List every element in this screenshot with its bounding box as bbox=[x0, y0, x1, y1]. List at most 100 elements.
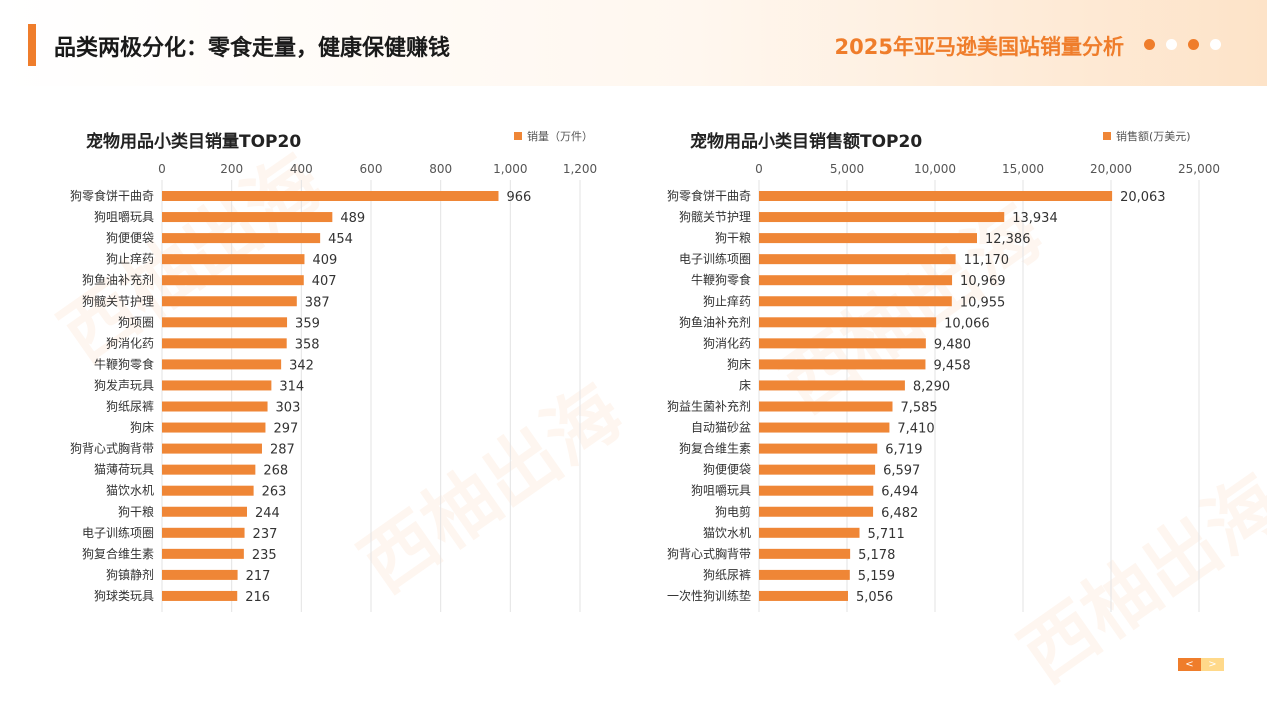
category-label: 狗鱼油补充剂 bbox=[679, 314, 751, 329]
category-label: 狗止痒药 bbox=[703, 293, 751, 308]
tick-label: 20,000 bbox=[1090, 162, 1132, 176]
data-label: 409 bbox=[312, 253, 337, 268]
pager: < > bbox=[1178, 658, 1224, 671]
bar bbox=[162, 275, 304, 286]
bar bbox=[162, 380, 272, 391]
category-label: 狗背心式胸背带 bbox=[667, 546, 751, 561]
tick-label: 25,000 bbox=[1178, 162, 1220, 176]
category-label: 猫饮水机 bbox=[703, 526, 751, 540]
data-label: 244 bbox=[255, 506, 280, 521]
data-label: 9,458 bbox=[933, 358, 970, 373]
category-label: 狗电剪 bbox=[715, 504, 751, 519]
bar bbox=[162, 506, 247, 517]
bar bbox=[162, 527, 245, 538]
data-label: 342 bbox=[289, 358, 314, 373]
category-label: 狗益生菌补充剂 bbox=[667, 399, 751, 414]
bar bbox=[162, 296, 297, 307]
data-label: 263 bbox=[262, 485, 287, 500]
next-page-button[interactable]: > bbox=[1201, 658, 1224, 671]
dot-2 bbox=[1166, 39, 1177, 50]
legend-label: 销售额(万美元) bbox=[1116, 130, 1191, 143]
data-label: 303 bbox=[276, 401, 301, 416]
category-label: 狗咀嚼玩具 bbox=[691, 484, 751, 498]
sales-volume-chart: 0 200 400 600 800 1,000 1,200 狗零食饼干曲奇 966 狗咀嚼玩具 48… bbox=[70, 162, 597, 612]
category-label: 狗便便袋 bbox=[106, 231, 154, 245]
category-label: 狗干粮 bbox=[118, 504, 154, 519]
legend-swatch bbox=[1103, 132, 1111, 140]
dot-4 bbox=[1210, 39, 1221, 50]
chart-title-revenue: 宠物用品小类目销售额TOP20 bbox=[690, 132, 923, 152]
category-label: 狗纸尿裤 bbox=[703, 568, 751, 582]
legend-revenue: 销售额(万美元) bbox=[1103, 128, 1191, 144]
legend-sales-volume: 销量（万件） bbox=[514, 128, 593, 144]
bar bbox=[759, 506, 874, 517]
data-label: 314 bbox=[279, 379, 304, 394]
bar bbox=[759, 401, 893, 412]
bar bbox=[759, 254, 956, 265]
data-label: 237 bbox=[253, 527, 278, 542]
bar bbox=[162, 233, 321, 244]
category-label: 狗零食饼干曲奇 bbox=[667, 188, 751, 203]
data-label: 268 bbox=[263, 464, 288, 479]
data-label: 387 bbox=[305, 295, 330, 310]
data-label: 10,969 bbox=[960, 274, 1006, 289]
bar bbox=[162, 443, 262, 454]
category-label: 狗消化药 bbox=[106, 336, 154, 350]
category-label: 电子训练项圈 bbox=[82, 525, 154, 540]
data-label: 6,597 bbox=[883, 464, 920, 479]
tick-label: 0 bbox=[158, 162, 166, 176]
bar bbox=[162, 464, 256, 475]
category-label: 电子训练项圈 bbox=[679, 251, 751, 266]
prev-page-button[interactable]: < bbox=[1178, 658, 1201, 671]
bar bbox=[162, 212, 333, 223]
category-label: 狗背心式胸背带 bbox=[70, 441, 154, 456]
data-label: 20,063 bbox=[1120, 190, 1166, 205]
data-label: 287 bbox=[270, 443, 295, 458]
data-label: 13,934 bbox=[1012, 211, 1058, 226]
bar bbox=[759, 443, 878, 454]
data-label: 10,955 bbox=[960, 295, 1006, 310]
bar bbox=[162, 569, 238, 580]
bar bbox=[162, 191, 499, 201]
category-label: 狗床 bbox=[130, 421, 154, 435]
decorative-dots bbox=[1144, 39, 1221, 50]
legend-label: 销量（万件） bbox=[527, 130, 593, 143]
bar bbox=[759, 191, 1113, 201]
tick-label: 600 bbox=[360, 162, 383, 176]
category-label: 狗髋关节护理 bbox=[679, 209, 751, 224]
data-label: 11,170 bbox=[964, 253, 1010, 268]
bar bbox=[759, 233, 977, 244]
category-label: 狗床 bbox=[727, 357, 751, 371]
category-label: 狗消化药 bbox=[703, 336, 751, 350]
bar bbox=[162, 590, 238, 601]
data-label: 217 bbox=[246, 569, 271, 584]
bar bbox=[759, 527, 860, 538]
data-label: 9,480 bbox=[934, 337, 971, 352]
bar bbox=[759, 338, 926, 349]
revenue-chart: 0 5,000 10,000 15,000 20,000 25,000 狗零食饼干曲奇 20,… bbox=[667, 162, 1220, 612]
category-label: 牛鞭狗零食 bbox=[691, 272, 751, 287]
category-label: 狗鱼油补充剂 bbox=[82, 272, 154, 287]
data-label: 6,494 bbox=[881, 485, 918, 500]
bar bbox=[162, 338, 287, 349]
tick-label: 15,000 bbox=[1002, 162, 1044, 176]
tick-label: 0 bbox=[755, 162, 763, 176]
data-label: 297 bbox=[273, 422, 298, 437]
chart-title-sales-volume: 宠物用品小类目销量TOP20 bbox=[86, 132, 302, 152]
data-label: 7,585 bbox=[900, 401, 937, 416]
header-banner: 品类两极分化：零食走量，健康保健赚钱 2025年亚马逊美国站销量分析 bbox=[0, 0, 1267, 86]
category-label: 狗咀嚼玩具 bbox=[94, 210, 154, 224]
data-label: 5,159 bbox=[858, 569, 895, 584]
tick-label: 800 bbox=[429, 162, 452, 176]
report-title: 2025年亚马逊美国站销量分析 bbox=[834, 35, 1124, 59]
dot-1 bbox=[1144, 39, 1155, 50]
category-label: 床 bbox=[739, 378, 751, 392]
category-label: 狗止痒药 bbox=[106, 251, 154, 266]
category-label: 狗镇静剂 bbox=[106, 567, 154, 582]
tick-label: 1,000 bbox=[493, 162, 527, 176]
category-label: 狗复合维生素 bbox=[82, 546, 154, 561]
bar bbox=[759, 296, 952, 307]
bar bbox=[162, 485, 254, 496]
bar bbox=[759, 485, 874, 496]
legend-swatch bbox=[514, 132, 522, 140]
